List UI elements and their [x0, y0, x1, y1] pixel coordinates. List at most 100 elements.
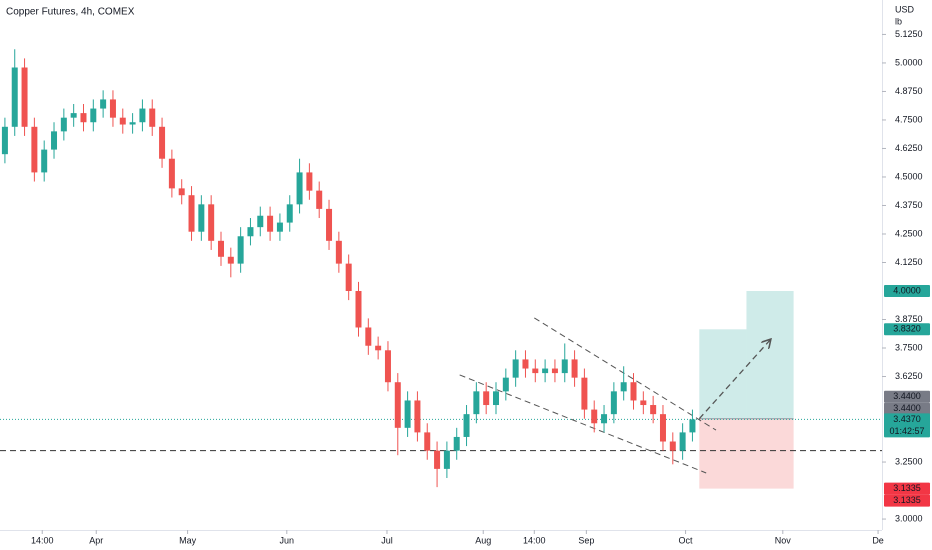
candle-body	[493, 391, 500, 406]
candle-body	[601, 414, 608, 424]
entry-label: 3.4400	[893, 391, 921, 401]
y-tick-label: 3.7500	[895, 342, 923, 352]
candle-body	[227, 256, 234, 264]
candle-body	[483, 391, 490, 406]
stop-label-box	[884, 482, 930, 495]
candle-body	[296, 172, 303, 205]
x-tick-label: Jun	[280, 535, 295, 545]
candle-body	[571, 359, 578, 378]
y-tick-label: 4.2500	[895, 228, 923, 238]
target-label-box	[884, 323, 930, 336]
entry-label: 3.4400	[893, 403, 921, 413]
candle-body	[11, 67, 18, 127]
stop-label-box	[884, 494, 930, 507]
candle-body	[434, 450, 441, 469]
y-tick-label: 4.1250	[895, 257, 923, 267]
x-tick-label: Apr	[89, 535, 103, 545]
candle-body	[286, 204, 293, 223]
x-tick-label: 14:00	[523, 535, 546, 545]
candle-body	[21, 67, 28, 127]
candle-body	[640, 400, 647, 406]
target-label-box	[884, 284, 930, 297]
last-price-label: 3.4370	[893, 414, 921, 424]
x-tick-label: 14:00	[31, 535, 54, 545]
candle-body	[326, 208, 333, 241]
entry-label-box	[884, 390, 930, 403]
y-tick-label: 5.1250	[895, 29, 923, 39]
stop-zone	[699, 418, 794, 489]
x-tick-label: Jul	[381, 535, 393, 545]
candle-body	[149, 108, 156, 127]
candle-body	[198, 204, 205, 232]
candle-body	[217, 240, 224, 257]
x-tick-label: May	[179, 535, 197, 545]
candle-body	[669, 441, 676, 451]
candle-body	[522, 359, 529, 369]
candle-body	[41, 149, 48, 173]
candle-body	[31, 126, 38, 173]
candle-body	[178, 188, 185, 196]
y-tick-label: 3.0000	[895, 513, 923, 523]
candle-body	[188, 195, 195, 232]
countdown-label: 01:42:57	[889, 426, 924, 436]
projection-arrow	[698, 340, 770, 420]
candle-body	[159, 126, 166, 159]
x-tick-label: Sep	[578, 535, 594, 545]
candle-body	[335, 240, 342, 264]
candle-body	[620, 382, 627, 392]
candle-body	[659, 414, 666, 442]
channel-line	[459, 374, 707, 474]
candle-body	[257, 215, 264, 228]
candle-body	[365, 327, 372, 346]
y-tick-label: 4.3750	[895, 200, 923, 210]
candle-body	[109, 99, 116, 118]
last-price-box	[884, 413, 930, 438]
y-tick-label: 4.7500	[895, 114, 923, 124]
candle-body	[384, 350, 391, 383]
candle-body	[542, 368, 549, 374]
candle-body	[267, 215, 274, 232]
candle-body	[306, 172, 313, 191]
candle-body	[650, 405, 657, 415]
entry-label-box	[884, 402, 930, 415]
candle-body	[463, 414, 470, 437]
y-tick-label: 3.8750	[895, 314, 923, 324]
y-tick-label: 4.6250	[895, 143, 923, 153]
target-zone	[746, 290, 794, 419]
target-label: 3.8320	[893, 324, 921, 334]
candle-body	[532, 368, 539, 374]
candle-body	[414, 400, 421, 433]
x-tick-label: De	[872, 535, 884, 545]
candle-body	[51, 131, 58, 150]
candle-body	[453, 436, 460, 451]
candle-body	[80, 113, 87, 123]
candle-body	[551, 368, 558, 374]
candle-body	[1, 126, 8, 155]
target-zone	[699, 329, 747, 419]
candle-body	[581, 377, 588, 410]
x-tick-label: Oct	[679, 535, 694, 545]
candle-body	[394, 382, 401, 428]
candle-body	[375, 345, 382, 351]
candle-body	[473, 391, 480, 415]
candle-body	[247, 227, 254, 237]
candle-body	[237, 236, 244, 264]
candle-body	[119, 117, 126, 125]
chart-title: Copper Futures, 4h, COMEX	[6, 7, 135, 18]
candle-body	[424, 432, 431, 451]
stop-label: 3.1335	[893, 495, 921, 505]
candle-body	[139, 108, 146, 123]
y-tick-label: 3.2500	[895, 456, 923, 466]
channel-line	[534, 317, 717, 431]
candle-body	[689, 419, 696, 433]
unit-label: lb	[895, 16, 902, 26]
y-tick-label: 4.5000	[895, 171, 923, 181]
candle-body	[168, 158, 175, 189]
candle-body	[100, 99, 107, 109]
candle-body	[630, 382, 637, 401]
candle-body	[591, 409, 598, 424]
candle-body	[316, 190, 323, 209]
